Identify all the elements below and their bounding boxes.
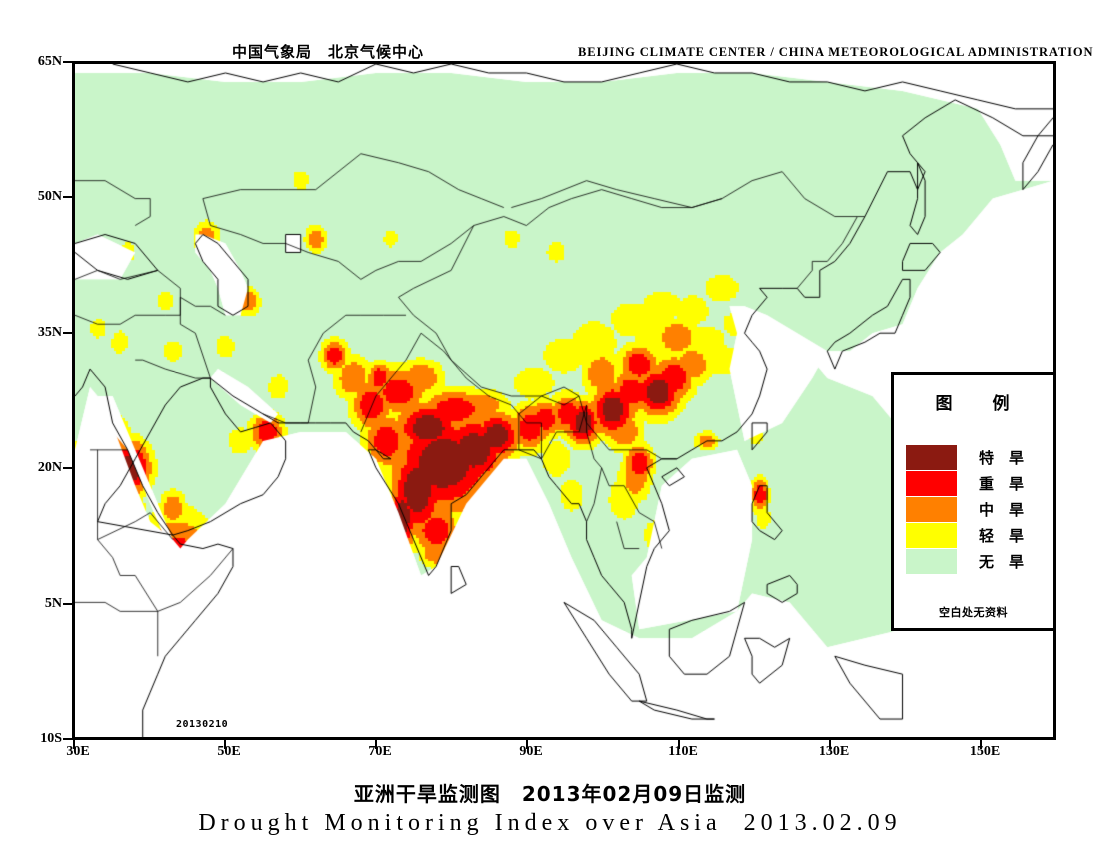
legend-item-none: 无 旱 — [906, 548, 1047, 574]
x-axis-label-30e: 30E — [66, 744, 90, 759]
legend-label-light: 轻 旱 — [979, 526, 1025, 545]
x-axis-tick-70e — [375, 740, 377, 749]
legend-panel: 图 例 特 旱 重 旱 中 旱 轻 旱 无 旱 空白处无资料 — [891, 372, 1056, 631]
x-axis-label-70e: 70E — [368, 744, 392, 759]
drought-map-canvas — [75, 64, 1053, 737]
legend-swatch-severe — [906, 470, 957, 496]
x-axis-label-90e: 90E — [519, 744, 543, 759]
x-axis-label-50e: 50E — [217, 744, 241, 759]
y-axis-tick-5n — [63, 603, 73, 605]
x-axis-tick-110e — [678, 740, 680, 749]
legend-label-moderate: 中 旱 — [979, 500, 1025, 519]
chart-title-chinese: 亚洲干旱监测图 2013年02月09日监测 — [353, 782, 747, 806]
y-axis-label-20n: 20N — [37, 460, 62, 475]
y-axis-tick-10s — [63, 738, 73, 740]
y-axis-tick-50n — [63, 196, 73, 198]
y-axis-label-10s: 10S — [40, 731, 62, 746]
legend-label-severe: 重 旱 — [979, 474, 1025, 493]
y-axis-label-65n: 65N — [37, 54, 62, 69]
x-axis-tick-130e — [829, 740, 831, 749]
legend-swatch-moderate — [906, 496, 957, 522]
y-axis-label-35n: 35N — [37, 325, 62, 340]
chart-title-english: Drought Monitoring Index over Asia 2013.… — [198, 810, 902, 836]
map-production-stamp: 20130210 — [176, 719, 229, 730]
legend-label-extreme: 特 旱 — [979, 448, 1025, 467]
x-axis-tick-90e — [526, 740, 528, 749]
y-axis-tick-35n — [63, 332, 73, 334]
legend-entry-list: 特 旱 重 旱 中 旱 轻 旱 无 旱 — [906, 444, 1047, 574]
x-axis-tick-50e — [224, 740, 226, 749]
legend-item-light: 轻 旱 — [906, 522, 1047, 548]
legend-item-extreme: 特 旱 — [906, 444, 1047, 470]
legend-title: 图 例 — [935, 394, 1012, 414]
legend-swatch-none — [906, 548, 957, 574]
y-axis-tick-65n — [63, 61, 73, 63]
agency-header-chinese: 中国气象局 北京气候中心 — [232, 43, 425, 61]
y-axis-tick-20n — [63, 467, 73, 469]
agency-header-english: BEIJING CLIMATE CENTER / CHINA METEOROLO… — [578, 45, 1094, 59]
y-axis-label-50n: 50N — [37, 189, 62, 204]
x-axis-label-130e: 130E — [818, 744, 850, 759]
legend-item-moderate: 中 旱 — [906, 496, 1047, 522]
legend-label-none: 无 旱 — [979, 552, 1025, 571]
legend-item-severe: 重 旱 — [906, 470, 1047, 496]
legend-footnote: 空白处无资料 — [939, 606, 1008, 619]
legend-swatch-extreme — [906, 444, 957, 470]
x-axis-tick-150e — [980, 740, 982, 749]
x-axis-label-150e: 150E — [969, 744, 1001, 759]
y-axis-label-5n: 5N — [44, 596, 62, 611]
x-axis-tick-30e — [73, 740, 75, 749]
legend-swatch-light — [906, 522, 957, 548]
x-axis-label-110e: 110E — [668, 744, 698, 759]
